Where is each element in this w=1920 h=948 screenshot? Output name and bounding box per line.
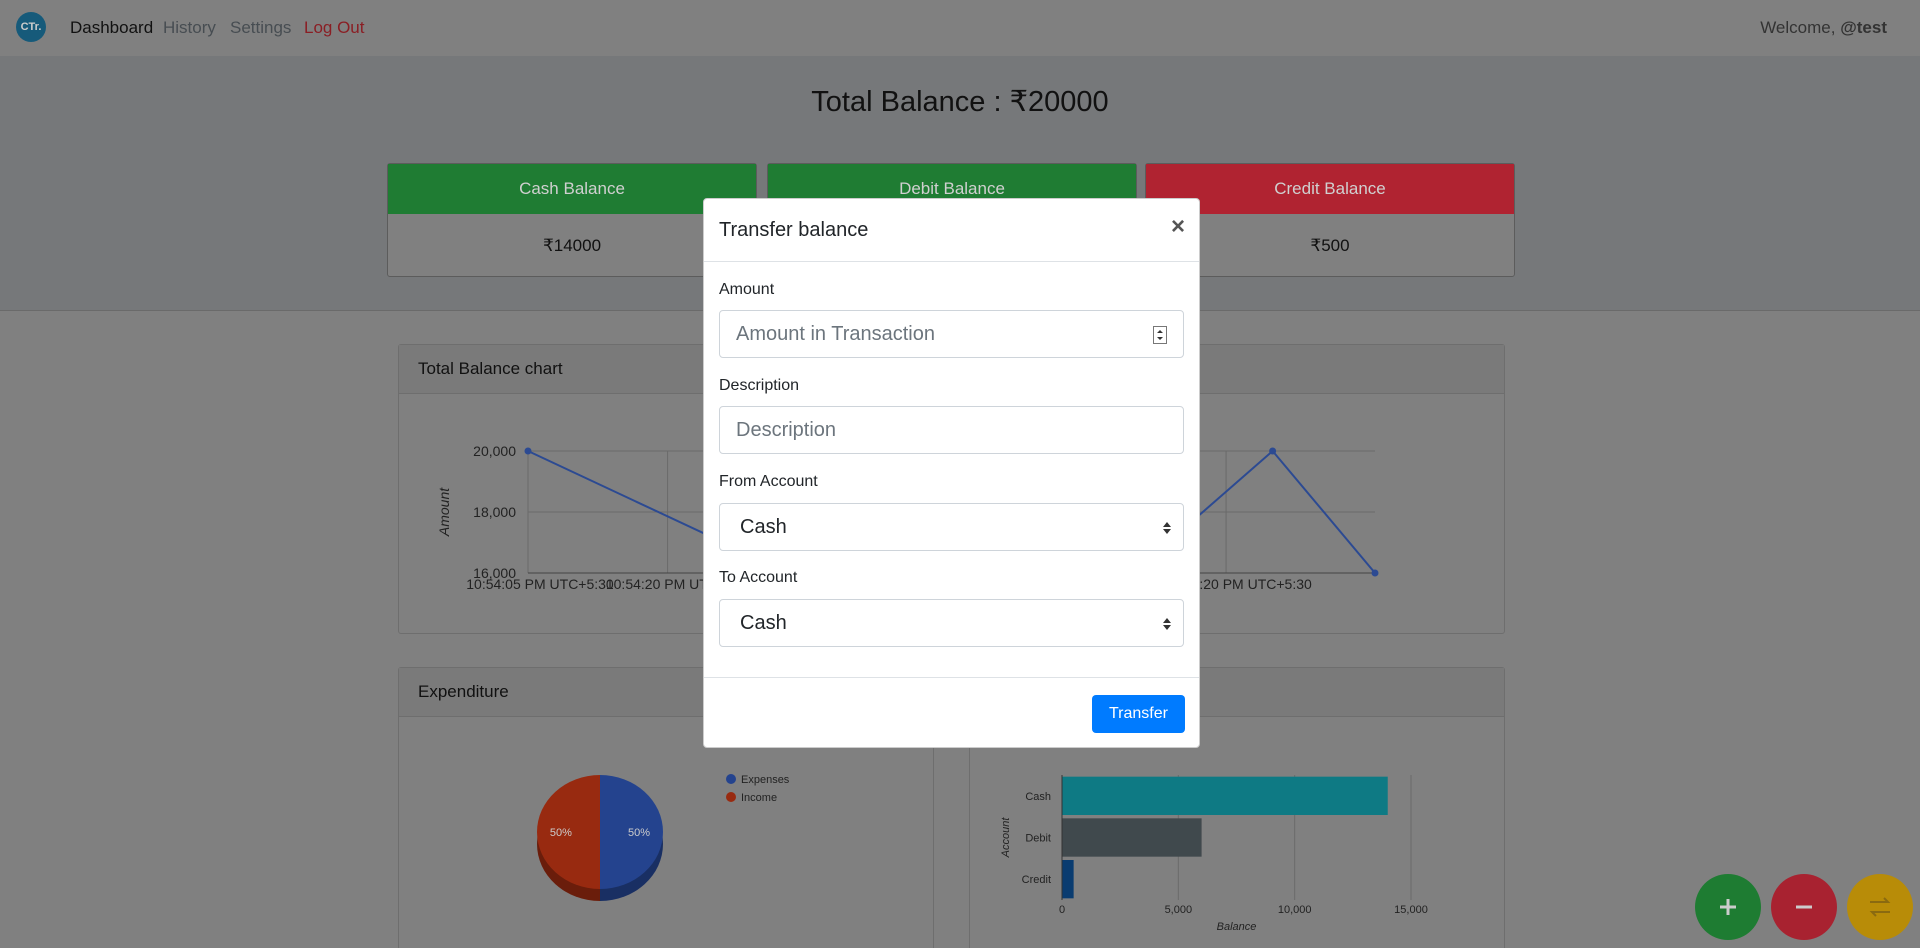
x-tick-label: 5,000 — [1165, 904, 1193, 916]
divider — [704, 677, 1199, 678]
field-label: From Account — [719, 473, 818, 490]
to-select[interactable]: Cash — [719, 599, 1184, 647]
balance-card: Credit Balance ₹500 — [1145, 163, 1515, 277]
transfer-button[interactable] — [1847, 874, 1913, 940]
legend-label: Expenses — [741, 774, 790, 786]
x-tick-label: 10,000 — [1278, 904, 1312, 916]
welcome-text: Welcome, — [1760, 18, 1836, 37]
slice-label: 50% — [550, 827, 572, 839]
description-input[interactable]: Description — [719, 406, 1184, 454]
select-arrow — [1163, 618, 1171, 630]
navbar: CTr. Dashboard History Settings Log Out … — [0, 0, 1920, 55]
card-header: Credit Balance — [1146, 164, 1514, 214]
point — [1371, 569, 1379, 577]
amount-input[interactable]: Amount in Transaction — [719, 310, 1184, 358]
x-tick-label: 10:55:20 PM UTC+5:30 — [1164, 576, 1312, 592]
legend-swatch — [726, 792, 736, 802]
balance-card: Cash Balance ₹14000 — [387, 163, 757, 277]
selected: Cash — [740, 612, 787, 634]
add-button[interactable] — [1695, 874, 1761, 940]
y-tick-label: 16,000 — [473, 565, 516, 581]
card-value: ₹500 — [1310, 236, 1350, 255]
y-tick-label: 20,000 — [473, 443, 516, 459]
bar — [1062, 860, 1074, 899]
modal-title: Transfer balance — [719, 219, 869, 241]
pie-slice — [537, 775, 600, 889]
y-tick-label: Cash — [1025, 791, 1051, 803]
subtract-button[interactable] — [1771, 874, 1837, 940]
legend-label: Income — [741, 792, 777, 804]
point — [524, 447, 532, 455]
username: @test — [1840, 18, 1887, 37]
y-axis-label: Account — [1000, 817, 1012, 859]
welcome: Welcome, @test — [1760, 18, 1887, 38]
placeholder: Amount in Transaction — [736, 323, 935, 345]
x-tick-label: 0 — [1059, 904, 1065, 916]
field-label: Description — [719, 377, 800, 394]
y-tick-label: Debit — [1025, 833, 1051, 845]
divider — [704, 261, 1199, 262]
spinner[interactable] — [1153, 326, 1167, 344]
nav-link[interactable]: Settings — [230, 18, 292, 37]
card-header: Cash Balance — [388, 164, 756, 214]
point — [1269, 447, 1277, 455]
y-tick-label: 18,000 — [473, 504, 516, 520]
nav-link[interactable]: Dashboard — [70, 18, 154, 37]
close-button[interactable]: × — [1170, 213, 1185, 240]
placeholder: Description — [736, 419, 837, 441]
pie-slice — [600, 775, 663, 889]
y-axis-label: Amount — [436, 487, 452, 537]
bar — [1062, 818, 1202, 857]
x-axis-label: Balance — [1217, 921, 1257, 933]
brand-logo[interactable]: CTr. — [16, 12, 46, 42]
nav-link[interactable]: History — [163, 18, 216, 37]
field-label: To Account — [719, 569, 798, 586]
x-tick-label: 15,000 — [1394, 904, 1428, 916]
selected: Cash — [740, 516, 787, 538]
transfer-submit[interactable]: Transfer — [1092, 695, 1185, 733]
legend-swatch — [726, 774, 736, 784]
nav-link[interactable]: Log Out — [304, 18, 365, 37]
from-select[interactable]: Cash — [719, 503, 1184, 551]
transfer-modal: Transfer balance × Amount Amount in Tran… — [703, 198, 1200, 748]
card-value: ₹14000 — [542, 236, 602, 255]
bar — [1062, 776, 1388, 815]
slice-label: 50% — [628, 827, 650, 839]
x-tick-label: 10:54:05 PM UTC+5:30 — [466, 576, 614, 592]
y-tick-label: Credit — [1022, 874, 1051, 886]
select-arrow — [1163, 522, 1171, 534]
field-label: Amount — [719, 281, 775, 298]
total-balance: Total Balance : ₹20000 — [811, 86, 1109, 118]
